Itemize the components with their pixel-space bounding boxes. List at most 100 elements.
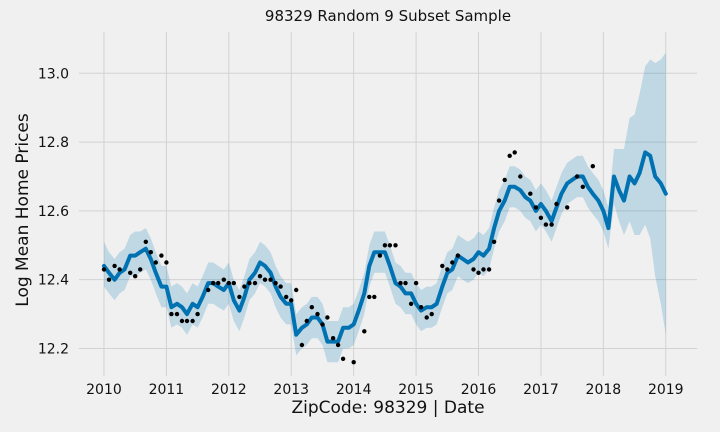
observed-point <box>491 239 497 244</box>
observed-point <box>206 287 211 293</box>
observed-point <box>299 342 305 348</box>
x-tick-label: 2012 <box>211 382 247 398</box>
observed-point <box>502 177 507 183</box>
observed-point <box>565 205 570 210</box>
observed-point <box>372 294 377 300</box>
forecast-line <box>102 150 668 344</box>
observed-point <box>174 311 180 317</box>
y-tick-label: 12.8 <box>38 135 69 151</box>
observed-point <box>450 260 455 265</box>
observed-point <box>538 215 544 220</box>
x-tick-label: 2017 <box>523 382 559 398</box>
observed-point <box>403 280 408 286</box>
observed-point <box>148 250 153 255</box>
observed-point <box>278 284 283 289</box>
observed-point <box>284 294 289 300</box>
y-tick-label: 12.2 <box>38 341 69 357</box>
observed-point <box>367 294 372 300</box>
observed-point <box>418 305 424 310</box>
observed-point <box>528 191 533 196</box>
observed-point <box>496 198 502 203</box>
y-tick-label: 12.4 <box>38 273 69 289</box>
observed-point <box>133 274 138 279</box>
observed-point <box>340 356 346 361</box>
observed-point <box>237 294 242 300</box>
observed-point <box>117 267 122 272</box>
observed-point <box>112 263 117 269</box>
observed-point <box>335 342 341 348</box>
observed-point <box>512 150 517 155</box>
observed-point <box>440 263 445 269</box>
x-tick-label: 2015 <box>398 382 434 398</box>
observed-point <box>309 305 314 310</box>
y-tick-label: 12.6 <box>38 204 69 220</box>
observed-point <box>429 311 434 317</box>
chart-title: 98329 Random 9 Subset Sample <box>265 7 511 25</box>
observed-point <box>231 280 236 286</box>
observed-point <box>242 284 247 289</box>
observed-point <box>252 280 258 286</box>
observed-point <box>195 311 200 317</box>
observed-point <box>377 253 383 258</box>
observed-point <box>153 260 158 265</box>
x-tick-label: 2018 <box>586 382 622 398</box>
x-tick-label: 2011 <box>149 382 185 398</box>
x-axis-label: ZipCode: 98329 | Date <box>291 398 484 418</box>
observed-point <box>393 243 398 248</box>
observed-point <box>413 280 419 286</box>
observed-point <box>164 260 169 265</box>
observed-point <box>273 280 278 286</box>
observed-point <box>445 267 450 272</box>
x-tick-label: 2016 <box>461 382 497 398</box>
observed-point <box>257 274 263 279</box>
observed-point <box>159 253 164 258</box>
x-tick-labels: 2010 2011 2012 2013 2014 2015 2016 2017 2018 2019 <box>86 382 683 398</box>
observed-point <box>138 267 143 272</box>
observed-point <box>362 329 367 334</box>
y-tick-label: 13.0 <box>38 66 69 82</box>
observed-point <box>387 243 393 248</box>
observed-point <box>330 336 336 341</box>
y-tick-labels: 12.2 12.4 12.6 12.8 13.0 <box>38 66 69 357</box>
observed-point <box>320 322 325 327</box>
observed-point <box>486 267 492 272</box>
observed-point <box>455 253 461 258</box>
y-axis-label: Log Mean Home Prices <box>13 113 33 307</box>
observed-point <box>325 315 330 320</box>
observed-point <box>216 280 221 286</box>
observed-point <box>268 277 273 282</box>
observed-point <box>262 277 268 282</box>
observed-point <box>580 184 585 189</box>
observed-point <box>143 239 148 244</box>
observed-point <box>408 301 414 306</box>
observed-point <box>247 280 252 286</box>
x-tick-label: 2019 <box>648 382 684 398</box>
observed-point <box>549 222 554 227</box>
observed-point <box>211 280 216 286</box>
x-tick-label: 2010 <box>86 382 122 398</box>
observed-point <box>476 270 481 275</box>
observed-point <box>351 360 356 365</box>
observed-point <box>128 270 133 275</box>
observed-point <box>190 318 195 324</box>
observed-points <box>101 150 595 365</box>
observed-point <box>221 277 226 282</box>
grid <box>79 32 697 376</box>
observed-point <box>315 311 320 317</box>
observed-point <box>184 318 190 324</box>
observed-point <box>101 267 107 272</box>
observed-point <box>169 311 174 317</box>
observed-point <box>424 315 429 320</box>
observed-point <box>179 318 185 324</box>
observed-point <box>294 287 299 293</box>
observed-point <box>590 164 595 169</box>
observed-point <box>106 277 112 282</box>
observed-point <box>554 201 559 207</box>
observed-point <box>507 153 512 158</box>
observed-point <box>574 174 580 179</box>
observed-point <box>382 243 388 248</box>
observed-point <box>543 222 549 227</box>
observed-point <box>533 205 539 210</box>
